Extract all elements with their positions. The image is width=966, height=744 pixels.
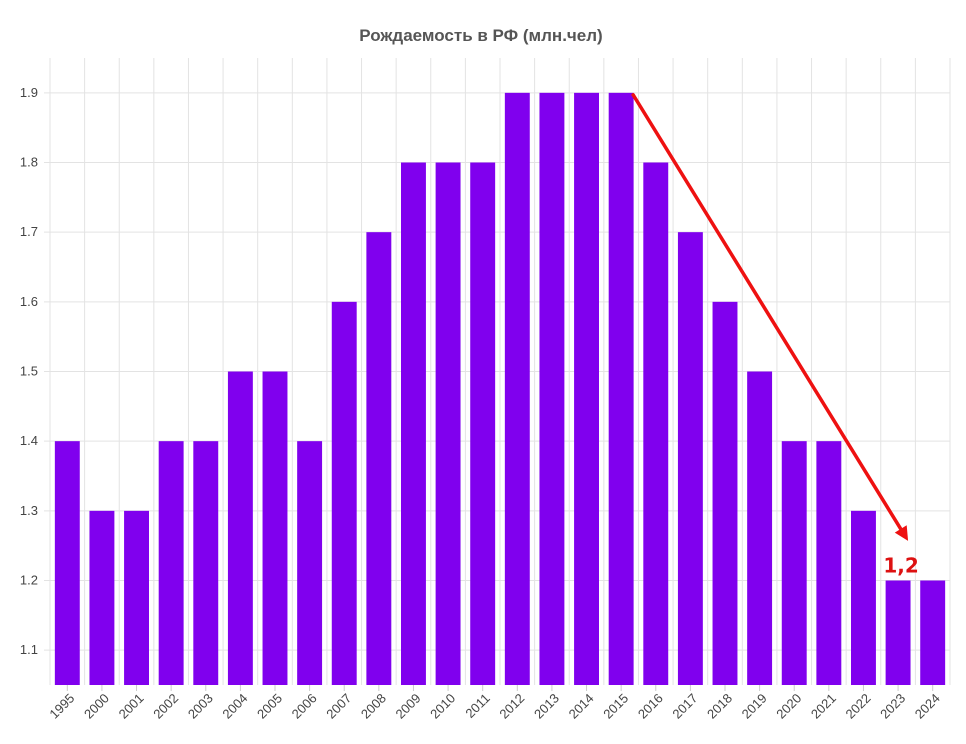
x-tick-label: 2024 bbox=[912, 691, 943, 722]
y-tick-label: 1.6 bbox=[20, 294, 38, 309]
chart-title: Рождаемость в РФ (млн.чел) bbox=[359, 26, 602, 45]
y-tick-label: 1.9 bbox=[20, 85, 38, 100]
x-tick-label: 2003 bbox=[185, 691, 216, 722]
bars bbox=[54, 92, 946, 686]
x-tick-label: 2006 bbox=[289, 691, 320, 722]
bar-2002 bbox=[158, 441, 184, 685]
bar-2019 bbox=[747, 371, 773, 685]
x-tick-label: 2007 bbox=[323, 691, 354, 722]
y-tick-label: 1.7 bbox=[20, 224, 38, 239]
x-tick-label: 2011 bbox=[462, 691, 492, 721]
x-tick-label: 2001 bbox=[116, 691, 147, 722]
x-tick-label: 2014 bbox=[566, 691, 597, 722]
bar-2023 bbox=[885, 580, 911, 685]
x-tick-label: 2013 bbox=[531, 691, 562, 722]
bar-2018 bbox=[712, 301, 738, 685]
y-tick-label: 1.1 bbox=[20, 642, 38, 657]
bar-2006 bbox=[297, 441, 323, 685]
x-tick-label: 2023 bbox=[877, 691, 908, 722]
x-axis: 1995 2000 2001 2002 2003 2004 2005 2006 2007 2008… bbox=[46, 685, 943, 722]
annotations: 1,2 bbox=[631, 93, 919, 578]
x-tick-label: 1995 bbox=[46, 691, 77, 722]
bar-2014 bbox=[574, 92, 599, 686]
x-tick-label: 2017 bbox=[669, 691, 700, 722]
y-tick-label: 1.4 bbox=[20, 433, 38, 448]
bar-2004 bbox=[227, 371, 253, 685]
bar-2011 bbox=[470, 162, 496, 685]
x-tick-label: 2010 bbox=[427, 691, 458, 722]
bar-2012 bbox=[504, 92, 530, 686]
bar-2013 bbox=[539, 92, 565, 686]
trend-arrow-line bbox=[631, 93, 903, 531]
x-tick-label: 2021 bbox=[808, 691, 839, 722]
x-tick-label: 2018 bbox=[704, 691, 735, 722]
bar-2001 bbox=[124, 510, 149, 685]
bar-2007 bbox=[331, 301, 357, 685]
x-tick-label: 2012 bbox=[496, 691, 527, 722]
y-tick-label: 1.3 bbox=[20, 503, 38, 518]
y-tick-label: 1.8 bbox=[20, 155, 38, 170]
x-tick-label: 2019 bbox=[739, 691, 770, 722]
x-tick-label: 2015 bbox=[600, 691, 631, 722]
bar-1995 bbox=[54, 441, 80, 685]
bar-2016 bbox=[643, 162, 669, 685]
bar-2000 bbox=[89, 510, 115, 685]
bar-2015 bbox=[608, 92, 634, 686]
y-tick-label: 1.5 bbox=[20, 364, 38, 379]
x-tick-label: 2022 bbox=[843, 691, 874, 722]
x-tick-label: 2008 bbox=[358, 691, 389, 722]
bar-2024 bbox=[920, 580, 946, 685]
x-tick-label: 2000 bbox=[81, 691, 112, 722]
bar-2017 bbox=[677, 232, 703, 685]
bar-2003 bbox=[193, 441, 219, 685]
x-tick-label: 2002 bbox=[150, 691, 181, 722]
x-tick-label: 2020 bbox=[773, 691, 804, 722]
y-tick-label: 1.2 bbox=[20, 573, 38, 588]
bar-2020 bbox=[781, 441, 807, 685]
annotation-label: 1,2 bbox=[883, 554, 918, 578]
bar-2010 bbox=[435, 162, 461, 685]
bar-2008 bbox=[366, 232, 392, 685]
bar-2021 bbox=[816, 441, 842, 685]
x-tick-label: 2004 bbox=[219, 691, 250, 722]
y-axis: 1.1 1.2 1.3 1.4 1.5 1.6 1.7 1.8 1.9 bbox=[20, 85, 38, 657]
trend-arrow-head bbox=[894, 525, 909, 541]
x-tick-label: 2016 bbox=[635, 691, 666, 722]
bar-2022 bbox=[851, 510, 876, 685]
x-tick-label: 2005 bbox=[254, 691, 285, 722]
x-tick-label: 2009 bbox=[393, 691, 424, 722]
bar-2005 bbox=[262, 371, 288, 685]
bar-2009 bbox=[401, 162, 426, 685]
